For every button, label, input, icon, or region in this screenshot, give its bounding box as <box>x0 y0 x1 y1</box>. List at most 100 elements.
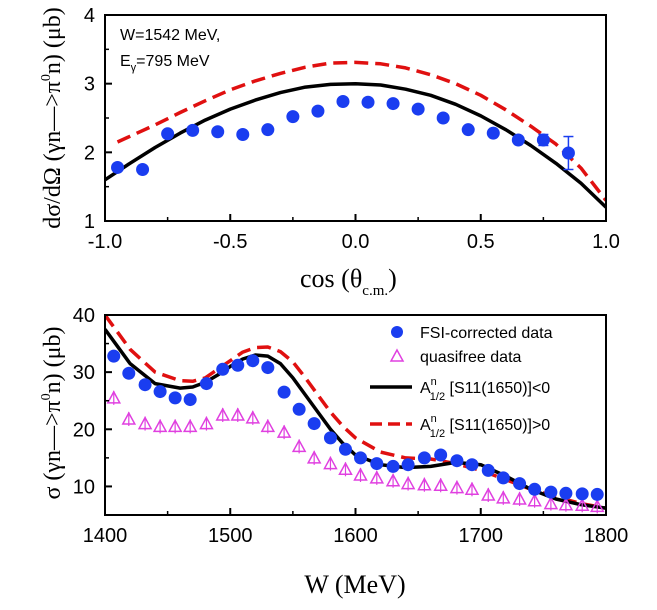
fsi-data-point <box>338 442 352 456</box>
quasi-data-point <box>527 493 542 507</box>
top-data-point <box>411 102 425 116</box>
fsi-data-point <box>450 454 464 468</box>
legend-fsi-label: FSI-corrected data <box>420 325 553 342</box>
top-data-point <box>386 97 400 111</box>
bottom-y-tick-label: 40 <box>73 305 95 327</box>
top-data-point <box>311 104 325 118</box>
fsi-data-point <box>417 451 431 465</box>
top-data-point <box>336 95 350 109</box>
top-data-point <box>236 127 250 141</box>
top-points <box>111 95 575 176</box>
quasi-data-point <box>245 410 261 424</box>
top-x-tick-label: 0.5 <box>467 231 495 253</box>
fsi-data-point <box>216 362 230 376</box>
quasi-data-point <box>369 470 385 484</box>
top-curve-dashed <box>116 60 606 202</box>
top-annotation-line1: W=1542 MeV, <box>120 27 220 44</box>
quasi-data-point <box>230 407 246 421</box>
top-ticks: -1.0 -0.5 0.0 0.5 1.0 1 2 3 4 <box>84 5 620 253</box>
bottom-x-axis-label: W (MeV) <box>304 570 405 599</box>
bottom-y-tick-label: 30 <box>73 362 95 384</box>
quasi-data-point <box>433 477 448 492</box>
legend: FSI-corrected data quasifree data An 1/2 … <box>370 325 553 440</box>
quasi-data-point <box>167 418 183 433</box>
top-y-tick-label: 3 <box>84 74 95 96</box>
quasi-data-point <box>306 450 322 464</box>
quasi-data-point <box>121 411 137 425</box>
quasi-data-point <box>558 497 574 511</box>
bottom-y-axis-label: σ (γn—>π0n) (μb) <box>39 326 66 499</box>
fsi-data-point <box>307 417 321 431</box>
bottom-points <box>106 349 605 514</box>
top-panel: -1.0 -0.5 0.0 0.5 1.0 1 2 3 4 W=1542 MeV, Eγ=795… <box>39 5 620 299</box>
quasi-data-point <box>137 416 153 430</box>
fsi-data-point <box>465 458 479 472</box>
top-y-tick-label: 2 <box>84 142 95 164</box>
quasi-data-point <box>449 480 465 494</box>
fsi-data-point <box>544 485 558 499</box>
fsi-data-point <box>168 391 182 405</box>
fsi-data-point <box>153 385 167 399</box>
quasi-data-point <box>589 498 605 513</box>
quasi-data-point <box>512 491 527 505</box>
top-data-point <box>436 111 450 125</box>
top-data-point <box>161 127 175 141</box>
quasi-data-point <box>543 496 559 510</box>
fsi-data-point <box>199 377 213 391</box>
fsi-data-point <box>370 457 384 471</box>
bottom-x-tick-label: 1600 <box>333 525 378 547</box>
fsi-data-point <box>575 487 589 501</box>
fsi-data-point <box>513 477 527 491</box>
bottom-x-tick-label: 1800 <box>584 525 629 547</box>
fsi-data-point <box>496 471 510 485</box>
fsi-data-point <box>434 448 448 462</box>
fsi-data-point <box>107 349 121 363</box>
quasi-data-point <box>182 418 198 433</box>
bottom-curve-pos <box>105 315 606 510</box>
top-data-point <box>361 95 375 109</box>
top-y-tick-label: 1 <box>84 211 95 233</box>
quasi-data-point <box>215 407 230 421</box>
top-data-point <box>286 110 300 124</box>
fsi-data-point <box>386 459 400 473</box>
quasi-data-point <box>400 476 416 490</box>
quasi-data-point <box>291 438 307 453</box>
fsi-data-point <box>183 393 197 407</box>
quasi-data-point <box>385 473 401 487</box>
bottom-y-tick-label: 20 <box>73 419 95 441</box>
quasi-data-point <box>481 487 496 501</box>
fsi-data-point <box>481 463 495 477</box>
top-data-point <box>211 125 225 139</box>
bottom-x-tick-label: 1400 <box>83 525 128 547</box>
fsi-data-point <box>354 451 368 465</box>
top-data-point <box>511 133 525 147</box>
top-data-point <box>111 160 125 174</box>
bottom-y-tick-label: 10 <box>73 476 95 498</box>
top-y-tick-label: 4 <box>84 5 95 27</box>
quasi-data-point <box>260 418 276 433</box>
top-curve-solid <box>105 81 606 209</box>
fsi-data-point <box>401 458 415 472</box>
quasi-data-point <box>574 497 590 512</box>
fsi-data-point <box>138 378 152 392</box>
legend-fsi-marker <box>391 326 403 338</box>
fsi-data-point <box>528 482 542 496</box>
top-data-point <box>486 126 500 140</box>
top-x-tick-label: -0.5 <box>213 231 247 253</box>
quasi-data-point <box>106 390 122 404</box>
quasi-data-point <box>353 467 368 481</box>
top-annotation-line2: Eγ=795 MeV <box>120 53 210 74</box>
top-y-axis-label: dσ/dΩ (γn—>π0n) (μb) <box>39 7 66 229</box>
quasi-data-point <box>338 461 353 476</box>
top-data-point <box>261 123 275 137</box>
legend-neg-label: An 1/2 [S11(1650)]<0 <box>420 376 550 403</box>
bottom-x-tick-label: 1500 <box>208 525 253 547</box>
bottom-x-tick-label: 1700 <box>459 525 504 547</box>
top-data-point <box>186 123 200 137</box>
bottom-ticks: 1400 1500 1600 1700 1800 10 20 30 40 <box>73 305 629 547</box>
legend-quasi-marker <box>389 348 405 362</box>
fsi-data-point <box>277 385 291 399</box>
quasi-data-point <box>152 418 168 433</box>
quasi-data-point <box>323 456 338 470</box>
